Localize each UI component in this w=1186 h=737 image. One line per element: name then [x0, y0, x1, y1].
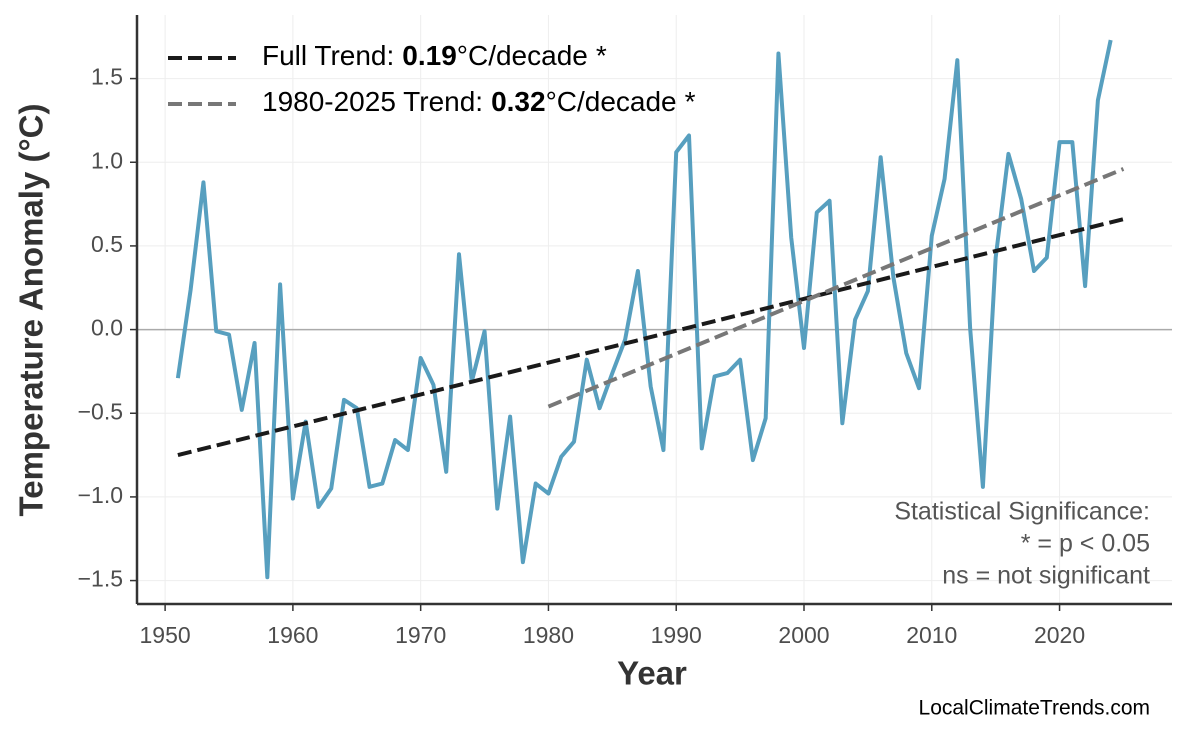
source: LocalClimateTrends.com [919, 697, 1150, 720]
y-tick-label: 0.5 [91, 231, 123, 257]
legend-significance: * [596, 40, 607, 71]
x-tick-label: 1980 [523, 622, 574, 648]
legend-significance: * [685, 86, 696, 117]
legend-rate: 0.32 [491, 86, 546, 117]
y-axis-label: Temperature Anomaly (°C) [13, 104, 50, 517]
data-line [175, 39, 1113, 580]
x-tick-label: 2010 [906, 622, 957, 648]
annotation: Statistical Significance: [894, 498, 1150, 526]
legend-label: Full Trend: 0.19°C/decade * [262, 40, 607, 71]
trend-line [547, 167, 1125, 409]
legend-name: Full Trend: [262, 40, 394, 71]
y-tick-label: −0.5 [78, 398, 123, 424]
y-tick-label: 0.0 [91, 315, 123, 341]
x-tick-label: 1960 [267, 622, 318, 648]
y-tick-label: 1.5 [91, 64, 123, 90]
x-tick-label: 1990 [651, 622, 702, 648]
legend-unit: °C/decade [457, 40, 588, 71]
annotation: ns = not significant [942, 562, 1150, 590]
legend-rate: 0.19 [402, 40, 457, 71]
legend-unit: °C/decade [546, 86, 677, 117]
legend-label: 1980-2025 Trend: 0.32°C/decade * [262, 86, 696, 117]
y-tick-label: −1.5 [78, 566, 123, 592]
x-tick-label: 2020 [1034, 622, 1085, 648]
y-tick-label: −1.0 [78, 482, 123, 508]
y-tick-label: 1.0 [91, 147, 123, 173]
x-tick-label: 2000 [778, 622, 829, 648]
legend-name: 1980-2025 Trend: [262, 86, 483, 117]
annotation: * = p < 0.05 [1021, 530, 1150, 558]
x-tick-label: 1970 [395, 622, 446, 648]
x-tick-label: 1950 [140, 622, 191, 648]
trend-line [177, 217, 1124, 458]
x-axis-label: Year [617, 655, 687, 692]
